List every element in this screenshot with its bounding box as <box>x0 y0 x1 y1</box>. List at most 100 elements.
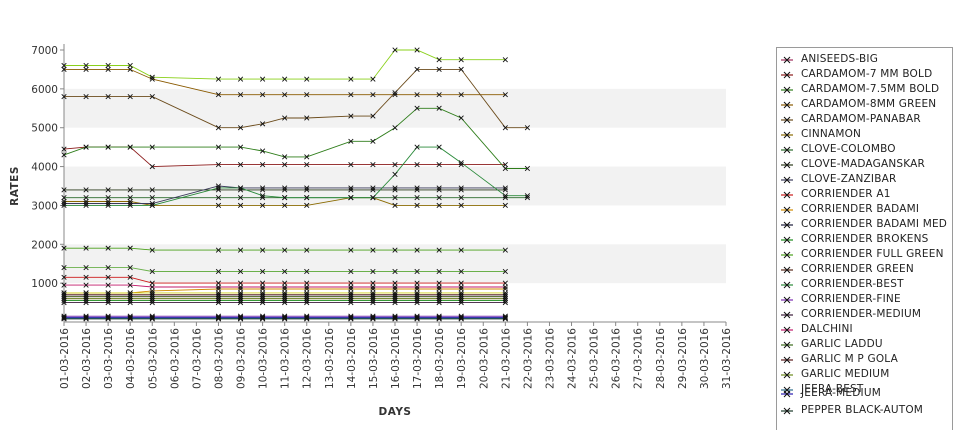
data-point <box>259 185 266 191</box>
data-point <box>414 296 420 302</box>
data-point <box>304 247 310 253</box>
data-point <box>304 195 310 201</box>
x-axis-title: DAYS <box>378 406 411 418</box>
data-point <box>502 57 508 63</box>
data-point <box>392 185 398 191</box>
data-point <box>127 298 133 304</box>
legend-marker-icon <box>781 251 793 259</box>
x-tick-label: 18-03-2016 <box>434 328 446 389</box>
data-point <box>215 195 222 201</box>
data-point <box>304 292 310 298</box>
data-point <box>370 292 376 298</box>
data-point <box>127 294 133 300</box>
data-point <box>458 187 464 193</box>
legend-item: CLOVE-MADAGANSKAR <box>777 157 952 172</box>
data-point <box>282 280 288 286</box>
data-point <box>502 202 508 209</box>
data-point <box>61 202 67 209</box>
data-point <box>502 187 508 193</box>
legend-label: CORRIENDER GREEN <box>801 263 914 275</box>
legend-marker-icon <box>781 116 793 124</box>
data-point <box>436 296 442 302</box>
x-tick-label: 06-03-2016 <box>169 328 181 389</box>
data-point <box>105 62 111 69</box>
data-point <box>502 193 508 199</box>
data-point <box>348 92 354 98</box>
legend-marker-icon <box>781 131 793 139</box>
legend-label: CLOVE-ZANZIBAR <box>801 173 897 185</box>
data-point <box>502 268 508 275</box>
data-point <box>149 187 155 193</box>
x-tick-label: 11-03-2016 <box>280 328 292 389</box>
data-point <box>105 316 111 322</box>
data-point <box>348 187 354 193</box>
legend-marker-icon <box>781 266 793 274</box>
legend-label: CORRIENDER BADAMI MED <box>801 218 948 230</box>
data-point <box>458 66 464 73</box>
data-point <box>458 280 464 286</box>
data-point <box>502 125 508 131</box>
data-point <box>502 294 508 300</box>
legend-item: DALCHINI <box>777 322 952 337</box>
data-point <box>304 202 310 209</box>
data-point <box>414 202 420 209</box>
data-point <box>524 165 531 172</box>
data-point <box>502 286 508 292</box>
data-point <box>259 202 266 209</box>
data-point <box>392 294 398 300</box>
y-tick-label: 1000 <box>31 278 58 290</box>
legend-item: CORRIENDER A1 <box>777 187 952 202</box>
data-point <box>105 144 111 150</box>
data-point <box>149 315 155 321</box>
data-point <box>149 200 155 207</box>
data-point <box>502 316 508 322</box>
data-point <box>392 171 398 177</box>
data-point <box>458 298 464 304</box>
data-point <box>149 316 155 322</box>
x-tick-label: 15-03-2016 <box>368 328 380 389</box>
data-point <box>436 162 442 168</box>
data-point <box>414 280 420 286</box>
x-tick-label: 12-03-2016 <box>302 328 314 389</box>
x-tick-label: 28-03-2016 <box>655 328 667 389</box>
data-point <box>215 314 222 320</box>
data-point <box>259 294 266 300</box>
data-point <box>149 280 155 286</box>
legend-label: CORRIENDER-BEST <box>801 278 904 290</box>
data-point <box>105 298 111 304</box>
legend-label: CORRIENDER A1 <box>801 188 891 200</box>
data-point <box>458 316 464 322</box>
x-tick-label: 09-03-2016 <box>236 328 248 389</box>
data-point <box>259 195 266 201</box>
data-point <box>282 185 288 191</box>
data-point <box>83 290 89 296</box>
data-point <box>259 299 266 306</box>
data-point <box>392 292 398 298</box>
data-point <box>370 298 376 304</box>
y-axis-title: RATES <box>9 166 21 206</box>
legend-marker-icon <box>781 101 793 109</box>
data-point <box>83 62 89 69</box>
data-point <box>127 299 133 306</box>
data-point <box>83 298 89 304</box>
data-point <box>458 286 464 292</box>
legend-label: CORRIENDER-FINE <box>801 293 901 305</box>
data-point <box>259 315 266 321</box>
data-point <box>61 292 67 298</box>
data-point <box>215 296 222 302</box>
legend-label: CORRIENDER FULL GREEN <box>801 248 944 260</box>
data-point <box>215 298 222 304</box>
data-point <box>304 280 310 286</box>
data-point <box>348 185 354 191</box>
data-point <box>259 247 266 253</box>
data-point <box>502 315 508 321</box>
data-point <box>215 125 222 131</box>
data-point <box>215 284 222 290</box>
data-point <box>61 314 67 320</box>
data-point <box>83 198 89 205</box>
data-point <box>436 195 442 201</box>
legend-label: GARLIC LADDU <box>801 338 883 350</box>
data-point <box>149 195 155 201</box>
legend-item: CINNAMON <box>777 127 952 142</box>
data-point <box>392 298 398 304</box>
